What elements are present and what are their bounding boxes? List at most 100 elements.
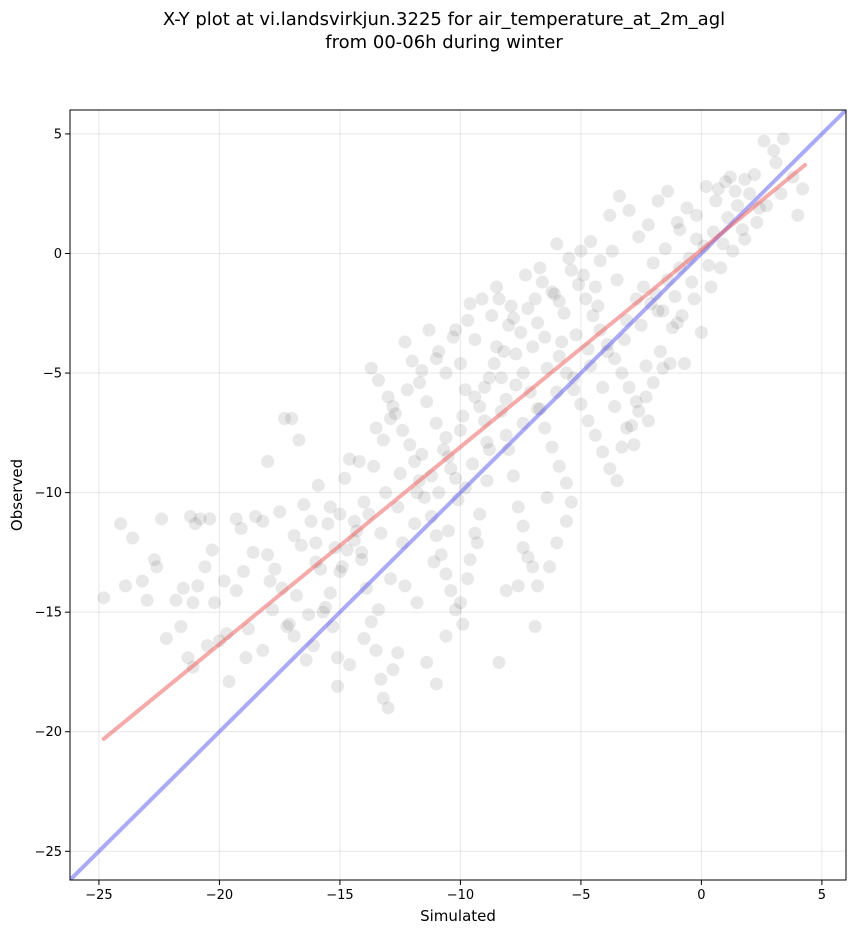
data-point: [480, 474, 494, 488]
data-point: [526, 560, 540, 574]
data-point: [559, 476, 573, 490]
data-point: [364, 361, 378, 375]
data-point: [634, 318, 648, 332]
data-point: [511, 579, 525, 593]
data-point: [490, 340, 504, 354]
data-point: [514, 325, 528, 339]
y-tick-label: 5: [54, 127, 62, 142]
data-point: [564, 495, 578, 509]
axis-ticks: −25 −20 −15 −10 −5 0 5 −25 −20 −15 −10 −5 0 5: [35, 127, 826, 903]
data-point: [750, 215, 764, 229]
data-point: [453, 356, 467, 370]
data-point: [376, 433, 390, 447]
data-point: [150, 560, 164, 574]
data-point: [511, 500, 525, 514]
data-point: [506, 311, 520, 325]
data-point: [588, 428, 602, 442]
data-point: [470, 536, 484, 550]
chart-subtitle: from 00-06h during winter: [325, 32, 563, 53]
data-point: [509, 347, 523, 361]
data-point: [309, 536, 323, 550]
data-point: [747, 168, 761, 182]
data-point: [555, 335, 569, 349]
data-point: [318, 600, 332, 614]
data-point: [439, 366, 453, 380]
data-point: [355, 545, 369, 559]
y-tick-label: −25: [35, 845, 62, 860]
data-point: [444, 584, 458, 598]
y-tick-label: −15: [35, 606, 62, 621]
data-point: [625, 419, 639, 433]
data-point: [485, 309, 499, 323]
data-point: [709, 194, 723, 208]
data-point: [263, 574, 277, 588]
data-point: [208, 596, 222, 610]
data-point: [543, 560, 557, 574]
data-point: [203, 512, 217, 526]
data-point: [574, 397, 588, 411]
data-point: [603, 462, 617, 476]
data-point: [441, 524, 455, 538]
data-point: [294, 538, 308, 552]
data-point: [369, 643, 383, 657]
data-point: [716, 237, 730, 251]
data-point: [408, 517, 422, 531]
data-point: [735, 223, 749, 237]
data-point: [417, 490, 431, 504]
data-point: [482, 443, 496, 457]
data-point: [393, 466, 407, 480]
data-point: [629, 395, 643, 409]
data-point: [429, 529, 443, 543]
x-tick-label: 0: [697, 888, 705, 903]
data-point: [699, 180, 713, 194]
data-point: [579, 292, 593, 306]
data-point: [439, 431, 453, 445]
data-point: [446, 330, 460, 344]
data-point: [663, 356, 677, 370]
data-point: [331, 651, 345, 665]
data-point: [388, 407, 402, 421]
y-axis-label: Observed: [8, 459, 26, 531]
data-point: [617, 333, 631, 347]
data-point: [282, 617, 296, 631]
data-point: [656, 304, 670, 318]
plot-frame: [69, 109, 847, 881]
data-point: [538, 421, 552, 435]
data-point: [620, 421, 634, 435]
data-point: [615, 366, 629, 380]
data-point: [193, 512, 207, 526]
data-point: [581, 414, 595, 428]
data-point: [538, 330, 552, 344]
data-point: [646, 256, 660, 270]
data-point: [432, 486, 446, 500]
data-point: [458, 383, 472, 397]
data-point: [670, 215, 684, 229]
data-point: [531, 579, 545, 593]
data-point: [550, 237, 564, 251]
data-point: [535, 275, 549, 289]
data-point: [217, 574, 231, 588]
data-point: [670, 316, 684, 330]
data-point: [584, 235, 598, 249]
x-tick-label: −15: [326, 888, 353, 903]
data-point: [384, 411, 398, 425]
data-point: [615, 440, 629, 454]
data-point: [757, 134, 771, 148]
data-point: [379, 486, 393, 500]
data-point: [492, 655, 506, 669]
data-point: [504, 299, 518, 313]
chart-title: X-Y plot at vi.landsvirkjun.3225 for air…: [163, 9, 725, 30]
y-tick-label: −5: [43, 367, 62, 382]
data-point: [574, 244, 588, 258]
data-point: [311, 478, 325, 492]
data-point: [234, 521, 248, 535]
data-point: [646, 376, 660, 390]
data-point: [743, 187, 757, 201]
data-point: [186, 596, 200, 610]
data-point: [453, 596, 467, 610]
data-point: [586, 309, 600, 323]
data-point: [403, 438, 417, 452]
data-point: [381, 390, 395, 404]
data-point: [237, 565, 251, 579]
data-point: [261, 548, 275, 562]
